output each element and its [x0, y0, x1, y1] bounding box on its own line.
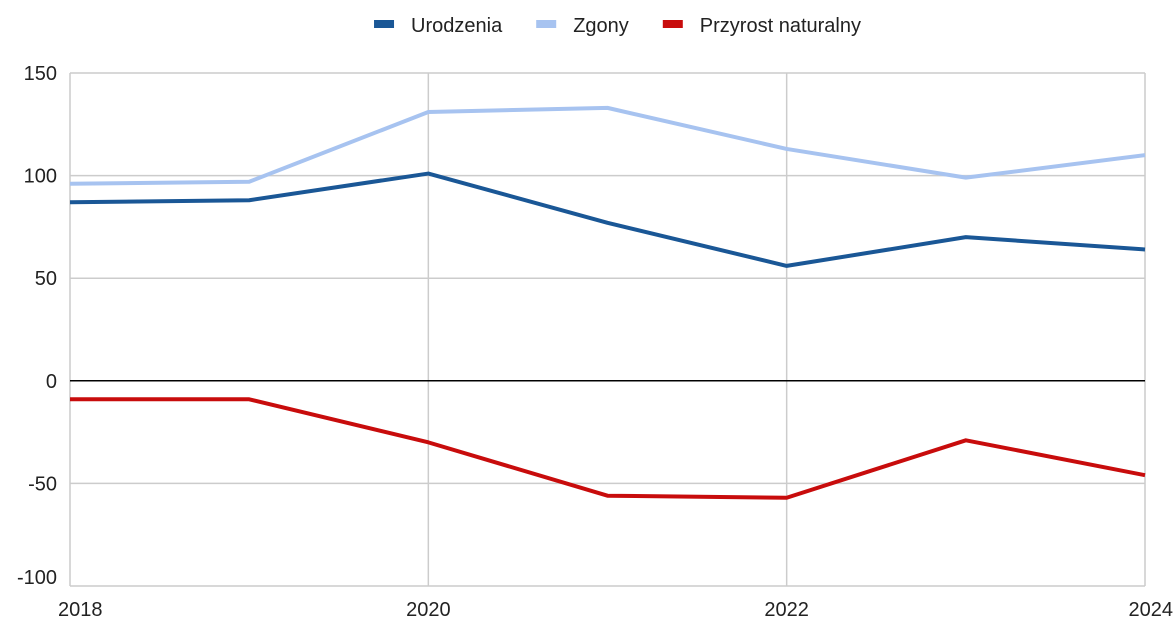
y-tick-label: 0 — [46, 371, 57, 393]
y-tick-label: 50 — [35, 268, 57, 290]
x-tick-label: 2024 — [1129, 599, 1174, 619]
series-line — [69, 171, 1146, 268]
legend-swatch — [536, 20, 557, 28]
series-line — [69, 105, 1146, 186]
series-line — [70, 397, 1146, 500]
y-tick-label: 150 — [24, 63, 57, 85]
x-tick-label: 2018 — [58, 599, 103, 619]
legend-label: Przyrost naturalny — [700, 15, 861, 37]
y-tick-label: 100 — [24, 166, 57, 188]
legend-swatch — [662, 20, 683, 28]
legend-label: Zgony — [573, 15, 629, 37]
y-tick-label: -50 — [28, 473, 57, 495]
legend-label: Urodzenia — [411, 15, 503, 37]
y-tick-label: -100 — [17, 567, 57, 589]
legend-swatch — [374, 20, 395, 28]
x-tick-label: 2022 — [764, 599, 809, 619]
x-tick-label: 2020 — [406, 599, 451, 619]
